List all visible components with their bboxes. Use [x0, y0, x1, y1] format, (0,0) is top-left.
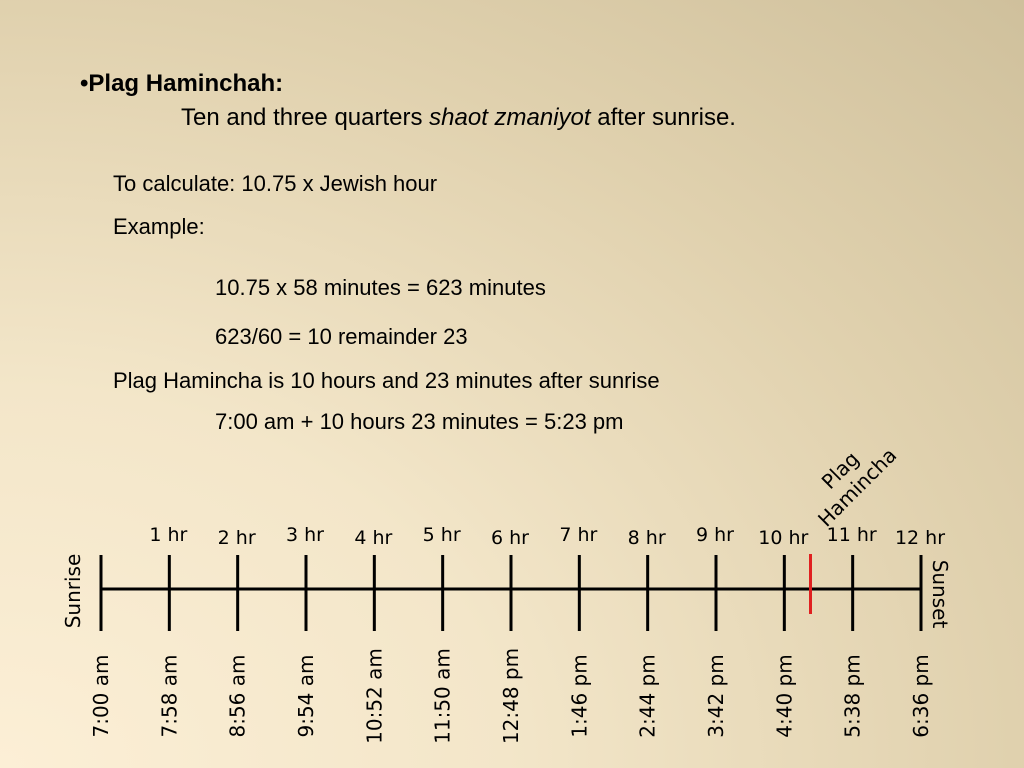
hour-label: 12 hr [895, 527, 945, 549]
time-label: 9:54 am [294, 654, 318, 737]
hour-label: 1 hr [149, 524, 187, 546]
hour-label: 8 hr [628, 527, 666, 549]
definition-term: shaot zmaniyot [429, 104, 591, 131]
hour-label: 10 hr [758, 527, 808, 549]
bullet: • [80, 70, 89, 97]
time-label: 11:50 am [431, 648, 455, 744]
time-label: 10:52 am [362, 648, 386, 744]
hour-label: 11 hr [827, 524, 877, 546]
example-label: Example: [113, 214, 205, 239]
time-label: 5:38 pm [841, 654, 865, 737]
time-label: 4:40 pm [772, 654, 796, 737]
time-label: 8:56 am [226, 654, 250, 737]
hour-label: 6 hr [491, 527, 529, 549]
sunrise-label: Sunrise [61, 554, 85, 629]
time-label: 2:44 pm [636, 654, 660, 737]
slide-title: •Plag Haminchah: [80, 72, 283, 96]
sunset-label: Sunset [928, 560, 952, 629]
marker-label: Plag Hamincha [813, 443, 901, 531]
result-calc: 7:00 am + 10 hours 23 minutes = 5:23 pm [215, 409, 624, 434]
calc-step-1: 10.75 x 58 minutes = 623 minutes [215, 275, 546, 300]
calc-step-2: 623/60 = 10 remainder 23 [215, 324, 468, 349]
definition-text-pre: Ten and three quarters [181, 104, 430, 131]
result-text: Plag Hamincha is 10 hours and 23 minutes… [113, 368, 660, 393]
hour-label: 7 hr [559, 524, 597, 546]
hour-label: 9 hr [696, 524, 734, 546]
time-label: 7:00 am [89, 654, 113, 737]
calc-instruction: To calculate: 10.75 x Jewish hour [113, 171, 438, 196]
time-label: 6:36 pm [909, 654, 933, 737]
time-label: 7:58 am [157, 654, 181, 737]
definition-text-post: after sunrise. [590, 104, 736, 131]
hour-label: 4 hr [354, 527, 392, 549]
hour-label: 3 hr [286, 524, 324, 546]
hour-label: 5 hr [423, 524, 461, 546]
time-label: 1:46 pm [567, 654, 591, 737]
time-label: 3:42 pm [704, 654, 728, 737]
time-label: 12:48 pm [499, 648, 523, 744]
title-text: Plag Haminchah: [88, 70, 284, 97]
definition: Ten and three quarters shaot zmaniyot af… [181, 106, 736, 130]
hour-label: 2 hr [218, 527, 256, 549]
